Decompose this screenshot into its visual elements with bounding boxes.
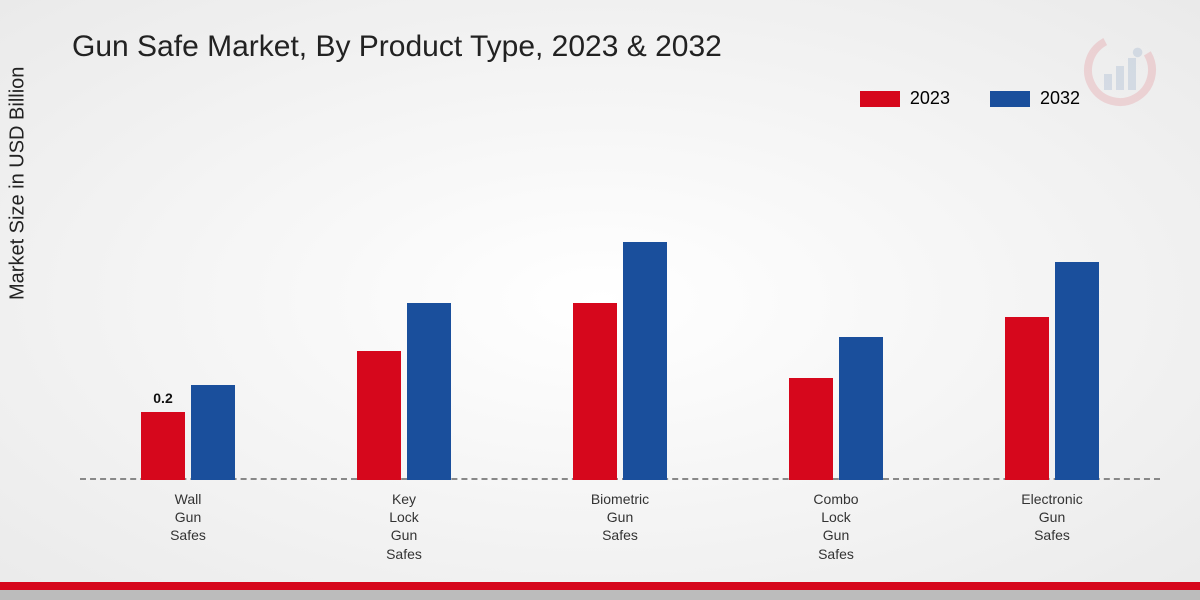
chart-plot-area: 0.2 [80,140,1160,480]
bar-group [1005,262,1099,480]
footer-stripe-red [0,582,1200,590]
x-axis-category-label: ElectronicGunSafes [992,490,1112,545]
x-axis-category-label: BiometricGunSafes [560,490,680,545]
bar-group: 0.2 [141,385,235,480]
legend-label-2023: 2023 [910,88,950,109]
watermark-logo [1080,30,1160,110]
bar-2032 [1055,262,1099,480]
legend-swatch-2023 [860,91,900,107]
x-axis-category-label: ComboLockGunSafes [776,490,896,563]
x-axis-category-label: WallGunSafes [128,490,248,545]
bar-2032 [407,303,451,480]
y-axis-label: Market Size in USD Billion [7,67,30,300]
bar-2032 [623,242,667,480]
chart-title: Gun Safe Market, By Product Type, 2023 &… [72,30,722,64]
legend-item-2023: 2023 [860,88,950,109]
legend-label-2032: 2032 [1040,88,1080,109]
bar-group [789,337,883,480]
bar-value-label: 0.2 [153,390,172,406]
footer-stripes [0,582,1200,600]
legend-swatch-2032 [990,91,1030,107]
bar-2023 [1005,317,1049,480]
footer-stripe-gray [0,590,1200,600]
bar-2032 [191,385,235,480]
bar-group [357,303,451,480]
bar-group [573,242,667,480]
bar-2023 [357,351,401,480]
bar-2023 [789,378,833,480]
bar-2032 [839,337,883,480]
legend: 2023 2032 [860,88,1080,109]
legend-item-2032: 2032 [990,88,1080,109]
x-axis-labels: WallGunSafes KeyLockGunSafes BiometricGunS… [80,490,1160,570]
bar-2023: 0.2 [141,412,185,480]
bar-2023 [573,303,617,480]
x-axis-category-label: KeyLockGunSafes [344,490,464,563]
